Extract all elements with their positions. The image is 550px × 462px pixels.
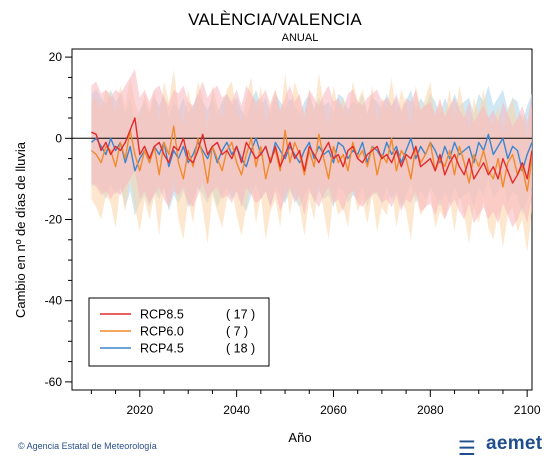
y-tick-label: -40	[45, 294, 63, 308]
axes: 2020 2040 2060 2080 2100 -60 -40 -20 0 20	[45, 50, 541, 417]
legend: RCP8.5 ( 17 ) RCP6.0 ( 7 ) RCP4.5 ( 18 )	[88, 297, 270, 367]
legend-label: RCP8.5	[140, 308, 184, 322]
aemet-logo: aemet	[486, 433, 543, 454]
legend-count: ( 17 )	[226, 308, 255, 322]
series-line-rcp60	[90, 125, 532, 192]
series-line-rcp85	[91, 117, 532, 184]
chart-subtitle: ANUAL	[281, 32, 319, 44]
series-lines	[90, 117, 532, 192]
footer-credit: © Agencia Estatal de Meteorología	[18, 441, 157, 451]
y-tick-label: 20	[49, 50, 63, 64]
chart-title: VALÈNCIA/VALENCIA	[188, 10, 362, 29]
y-axis-label: Cambio en nº de días de lluvia	[13, 141, 28, 318]
x-tick-label: 2040	[223, 403, 250, 417]
x-tick-label: 2080	[417, 403, 444, 417]
aemet-logo-icon: ☰	[458, 438, 476, 460]
legend-box	[88, 297, 270, 367]
y-tick-label: -20	[45, 213, 63, 227]
legend-label: RCP4.5	[140, 342, 184, 356]
x-tick-label: 2020	[126, 403, 153, 417]
y-tick-label: 0	[55, 131, 62, 145]
legend-label: RCP6.0	[140, 325, 184, 339]
y-tick-label: -60	[45, 375, 63, 389]
x-tick-label: 2060	[320, 403, 347, 417]
legend-count: ( 7 )	[226, 325, 248, 339]
legend-count: ( 18 )	[226, 342, 255, 356]
x-axis-label: Año	[288, 430, 311, 445]
x-tick-label: 2100	[514, 403, 541, 417]
